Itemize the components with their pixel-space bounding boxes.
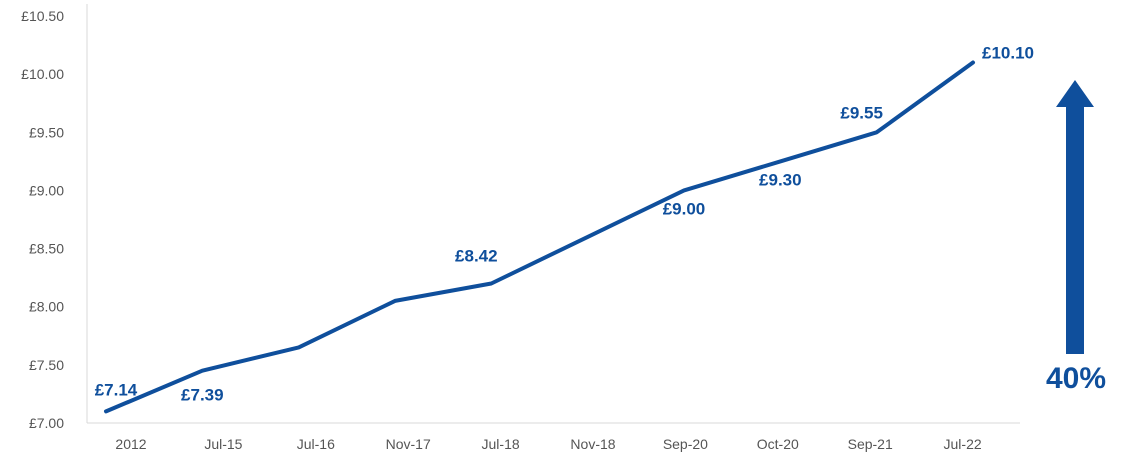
y-tick-label: £8.00 bbox=[29, 299, 64, 315]
y-tick-label: £7.50 bbox=[29, 357, 64, 373]
data-label: £7.14 bbox=[95, 380, 138, 399]
up-arrow-icon bbox=[1056, 80, 1094, 354]
data-label: £7.39 bbox=[181, 386, 224, 405]
x-tick-label: Jul-16 bbox=[297, 436, 335, 452]
y-tick-label: £9.00 bbox=[29, 182, 64, 198]
y-tick-label: £9.50 bbox=[29, 124, 64, 140]
y-tick-label: £10.50 bbox=[21, 8, 64, 24]
x-tick-label: Jul-18 bbox=[482, 436, 520, 452]
x-tick-label: Sep-21 bbox=[848, 436, 893, 452]
series bbox=[104, 60, 975, 414]
data-label: £9.00 bbox=[663, 199, 706, 218]
x-tick-label: Oct-20 bbox=[757, 436, 799, 452]
x-tick-label: Jul-22 bbox=[944, 436, 982, 452]
x-tick-label: Sep-20 bbox=[663, 436, 708, 452]
series-line bbox=[104, 60, 975, 414]
y-tick-label: £10.00 bbox=[21, 66, 64, 82]
x-tick-label: 2012 bbox=[115, 436, 146, 452]
data-label: £9.55 bbox=[840, 103, 883, 122]
data-labels: £7.14 £7.39 £8.42 £9.00 £9.30 £9.55 £10.10 bbox=[95, 44, 1034, 405]
data-label: £10.10 bbox=[982, 44, 1034, 63]
growth-percentage: 40% bbox=[1046, 362, 1106, 395]
data-label: £9.30 bbox=[759, 170, 802, 189]
y-tick-label: £7.00 bbox=[29, 415, 64, 431]
x-tick-label: Nov-17 bbox=[386, 436, 431, 452]
y-axis: £7.00 £7.50 £8.00 £8.50 £9.00 £9.50 £10.00 £10.… bbox=[21, 4, 88, 431]
x-tick-label: Jul-15 bbox=[204, 436, 242, 452]
growth-annotation: 40% bbox=[1046, 80, 1106, 395]
y-tick-label: £8.50 bbox=[29, 241, 64, 257]
x-axis: 2012 Jul-15 Jul-16 Nov-17 Jul-18 Nov-18 Sep-20… bbox=[87, 422, 1020, 452]
x-tick-label: Nov-18 bbox=[570, 436, 615, 452]
data-label: £8.42 bbox=[455, 246, 498, 265]
